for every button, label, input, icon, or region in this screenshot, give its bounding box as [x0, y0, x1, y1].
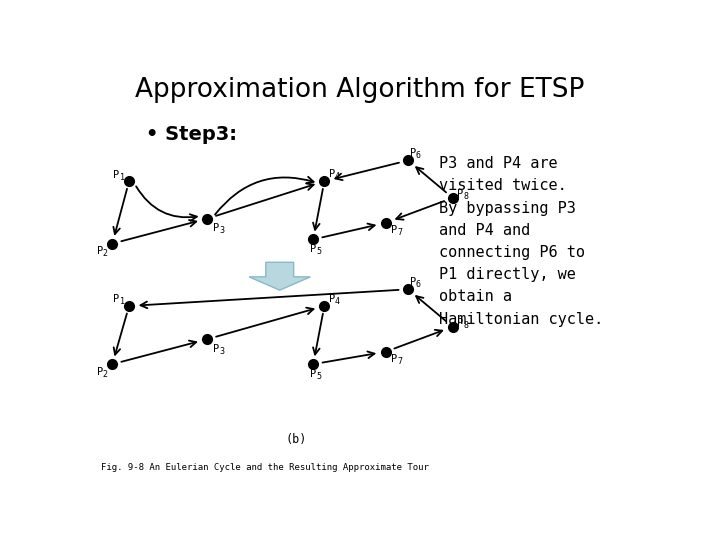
Text: 2: 2	[103, 249, 108, 258]
Text: P: P	[392, 225, 397, 235]
Text: 5: 5	[317, 247, 322, 256]
Text: 1: 1	[120, 298, 125, 306]
Text: 8: 8	[463, 321, 468, 329]
Text: 8: 8	[463, 192, 468, 201]
Text: P: P	[310, 369, 317, 379]
Text: P: P	[96, 246, 103, 256]
Text: P: P	[410, 148, 416, 158]
Text: • Step3:: • Step3:	[145, 125, 237, 144]
Text: P3 and P4 are
visited twice.
By bypassing P3
and P4 and
connecting P6 to
P1 dire: P3 and P4 are visited twice. By bypassin…	[438, 156, 603, 327]
Text: 2: 2	[103, 370, 108, 379]
Text: 5: 5	[317, 372, 322, 381]
Text: P: P	[310, 244, 317, 254]
Text: 4: 4	[335, 172, 340, 181]
Text: P: P	[114, 170, 120, 180]
Text: P: P	[213, 223, 219, 233]
Text: 7: 7	[397, 357, 402, 366]
Text: P: P	[392, 354, 397, 364]
Text: P: P	[410, 277, 416, 287]
Text: P: P	[329, 169, 335, 179]
Polygon shape	[249, 262, 310, 290]
Text: 3: 3	[219, 347, 224, 356]
Text: 6: 6	[416, 151, 421, 160]
Text: 4: 4	[335, 297, 340, 306]
Text: P: P	[329, 294, 335, 304]
Text: P: P	[114, 294, 120, 305]
Text: Approximation Algorithm for ETSP: Approximation Algorithm for ETSP	[135, 77, 584, 103]
Text: 6: 6	[416, 280, 421, 289]
Text: P: P	[96, 367, 103, 377]
Text: Fig. 9-8 An Eulerian Cycle and the Resulting Approximate Tour: Fig. 9-8 An Eulerian Cycle and the Resul…	[101, 463, 429, 472]
Text: 3: 3	[219, 226, 224, 235]
Text: P: P	[457, 188, 464, 199]
Text: 7: 7	[397, 228, 402, 237]
Text: P: P	[213, 344, 219, 354]
Text: P: P	[457, 318, 464, 328]
Text: (b): (b)	[286, 433, 307, 446]
Text: 1: 1	[120, 173, 125, 181]
